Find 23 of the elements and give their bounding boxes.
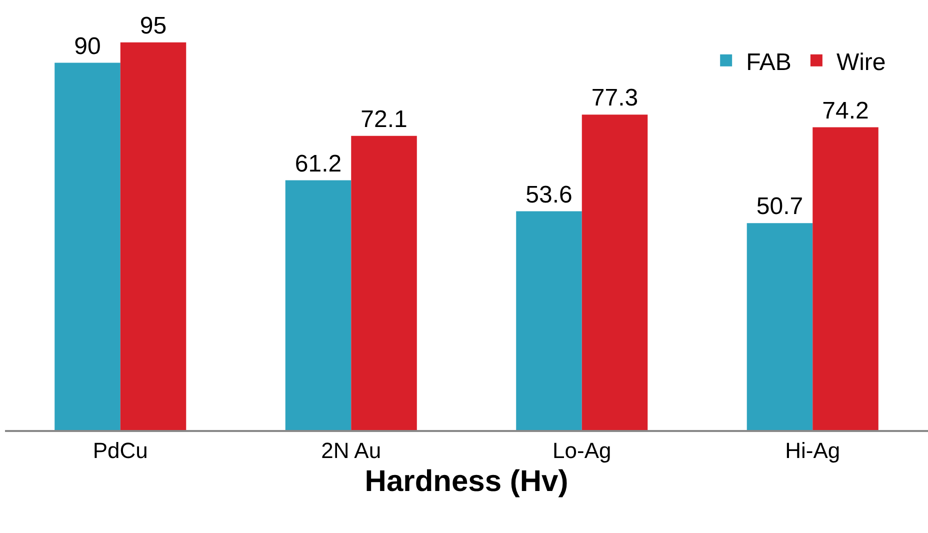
bar	[746, 223, 813, 430]
x-axis-title: Hardness (Hv)	[364, 465, 568, 498]
data-label: 95	[140, 12, 167, 40]
data-label: 90	[74, 32, 101, 60]
legend-label: FAB	[746, 48, 792, 76]
data-label: 61.2	[294, 150, 342, 178]
bar	[516, 211, 582, 430]
x-tick-label: Hi-Ag	[785, 438, 840, 464]
x-tick-label: PdCu	[92, 438, 148, 464]
data-label: 72.1	[360, 106, 408, 133]
bar	[351, 136, 417, 430]
bar	[285, 180, 352, 430]
data-label: 53.6	[526, 181, 572, 208]
x-tick-label: Lo-Ag	[552, 438, 612, 464]
bar	[812, 127, 878, 430]
bar	[54, 62, 120, 430]
legend-label: Wire	[836, 48, 886, 76]
data-label: 50.7	[756, 193, 804, 220]
data-label: 74.2	[822, 97, 869, 124]
bar	[582, 114, 648, 430]
bar	[120, 42, 186, 430]
data-label: 77.3	[591, 84, 638, 112]
x-tick-label: 2N Au	[321, 438, 382, 464]
